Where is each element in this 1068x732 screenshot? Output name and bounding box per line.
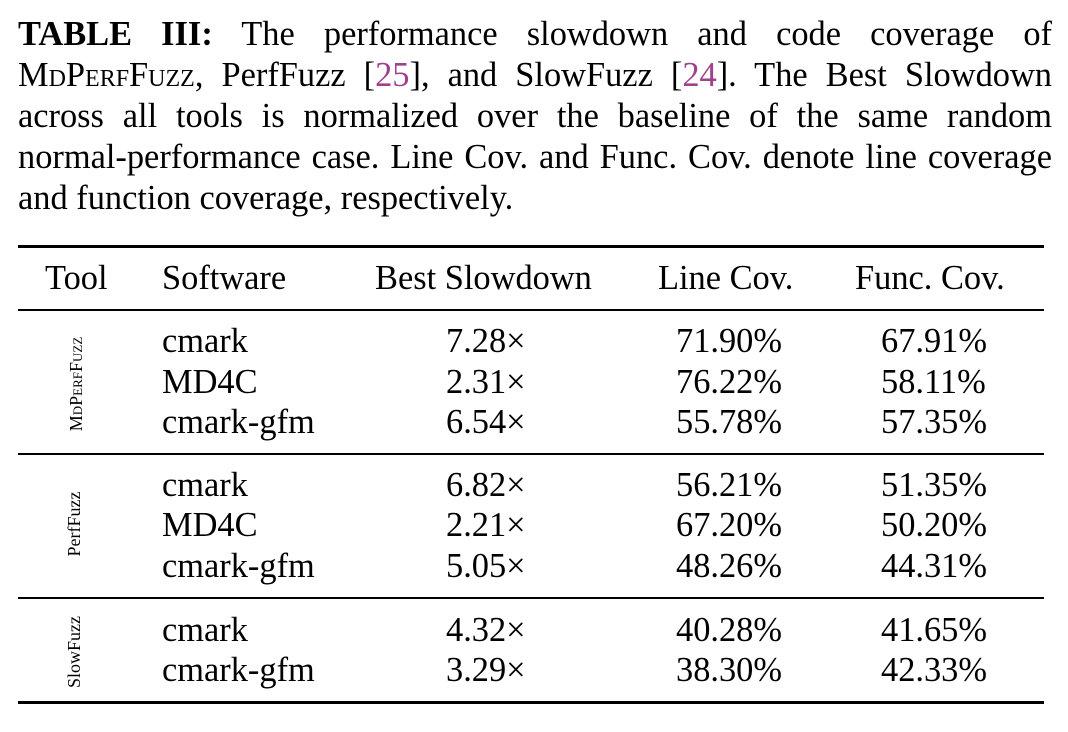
citation-link-25[interactable]: 25 — [375, 56, 410, 94]
citation-link-24[interactable]: 24 — [682, 56, 717, 94]
table-row-line-cov: 48.26% — [676, 547, 783, 585]
table-row-software: cmark — [162, 466, 248, 504]
tool-label-mdperffuzz: MdPerfFuzz — [66, 336, 86, 432]
caption-text-4: ]. The Best Slowdown across all tools is… — [18, 56, 1052, 217]
header-software: Software — [162, 259, 287, 297]
header-rule — [18, 309, 1044, 311]
header-line-cov: Line Cov. — [658, 259, 794, 297]
table-row-func-cov: 57.35% — [881, 403, 988, 441]
table-row-slowdown: 3.29× — [446, 651, 526, 689]
tool-label-slowfuzz: SlowFuzz — [64, 616, 84, 688]
table-row-line-cov: 71.90% — [676, 322, 783, 360]
table-row-func-cov: 42.33% — [881, 651, 988, 689]
table-row-line-cov: 38.30% — [676, 651, 783, 689]
table-row-slowdown: 2.31× — [446, 363, 526, 401]
table-row-line-cov: 40.28% — [676, 611, 783, 649]
table-row-line-cov: 56.21% — [676, 466, 783, 504]
table-row-slowdown: 6.54× — [446, 403, 526, 441]
table-row-slowdown: 6.82× — [446, 466, 526, 504]
caption-text-1: The performance slowdown and code covera… — [212, 15, 1052, 53]
table-caption: TABLE III: The performance slowdown and … — [18, 14, 1052, 219]
table-row-software: MD4C — [162, 363, 258, 401]
table-row-slowdown: 5.05× — [446, 547, 526, 585]
group-divider — [18, 597, 1044, 599]
table-row-line-cov: 76.22% — [676, 363, 783, 401]
table-row-software: cmark-gfm — [162, 403, 315, 441]
header-tool: Tool — [45, 259, 108, 297]
table-row-slowdown: 7.28× — [446, 322, 526, 360]
table-row-func-cov: 50.20% — [881, 506, 988, 544]
table-row-software: cmark — [162, 322, 248, 360]
table-row-func-cov: 44.31% — [881, 547, 988, 585]
header-func-cov: Func. Cov. — [855, 259, 1005, 297]
table-row-func-cov: 58.11% — [881, 363, 986, 401]
table-row-slowdown: 4.32× — [446, 611, 526, 649]
table-row-func-cov: 41.65% — [881, 611, 988, 649]
table-label: TABLE III: — [18, 15, 213, 53]
table-top-rule — [18, 245, 1044, 248]
caption-text-2: , PerfFuzz [ — [194, 56, 376, 94]
table-row-software: cmark-gfm — [162, 651, 315, 689]
caption-text-3: ], and SlowFuzz [ — [409, 56, 683, 94]
table-row-software: MD4C — [162, 506, 258, 544]
table-row-slowdown: 2.21× — [446, 506, 526, 544]
table-row-line-cov: 55.78% — [676, 403, 783, 441]
table-row-line-cov: 67.20% — [676, 506, 783, 544]
table-row-func-cov: 67.91% — [881, 322, 988, 360]
table-row-software: cmark-gfm — [162, 547, 315, 585]
table-row-software: cmark — [162, 611, 248, 649]
table-bottom-rule — [18, 701, 1044, 704]
header-best-slowdown: Best Slowdown — [375, 259, 592, 297]
caption-tool-name: MdPerfFuzz — [18, 56, 195, 94]
group-divider — [18, 453, 1044, 455]
table-row-func-cov: 51.35% — [881, 466, 988, 504]
